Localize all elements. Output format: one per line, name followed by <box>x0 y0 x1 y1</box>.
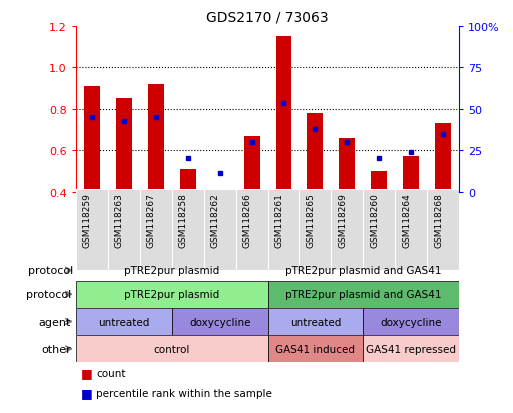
Text: control: control <box>153 344 190 354</box>
FancyBboxPatch shape <box>172 308 268 335</box>
Text: count: count <box>96 368 126 378</box>
Text: ■: ■ <box>81 366 93 380</box>
Text: GSM118262: GSM118262 <box>211 192 220 247</box>
Bar <box>340 138 356 192</box>
FancyBboxPatch shape <box>76 308 172 335</box>
Text: ■: ■ <box>81 386 93 399</box>
FancyBboxPatch shape <box>363 308 459 335</box>
Text: pTRE2pur plasmid and GAS41: pTRE2pur plasmid and GAS41 <box>285 290 442 299</box>
FancyBboxPatch shape <box>427 190 459 271</box>
Bar <box>435 124 451 192</box>
Text: protocol: protocol <box>28 266 73 275</box>
Text: GSM118265: GSM118265 <box>306 192 315 247</box>
Bar <box>180 169 195 192</box>
Text: GSM118269: GSM118269 <box>339 192 347 247</box>
Text: other: other <box>41 344 71 354</box>
FancyBboxPatch shape <box>172 190 204 271</box>
Bar <box>84 87 100 192</box>
FancyBboxPatch shape <box>108 190 140 271</box>
FancyBboxPatch shape <box>76 335 268 363</box>
FancyBboxPatch shape <box>268 281 459 308</box>
Text: GSM118258: GSM118258 <box>179 192 188 247</box>
FancyBboxPatch shape <box>395 190 427 271</box>
Text: GSM118261: GSM118261 <box>274 192 284 247</box>
Bar <box>212 190 228 192</box>
Text: pTRE2pur plasmid and GAS41: pTRE2pur plasmid and GAS41 <box>285 266 442 275</box>
FancyBboxPatch shape <box>331 190 363 271</box>
Text: GSM118260: GSM118260 <box>370 192 379 247</box>
FancyBboxPatch shape <box>76 190 108 271</box>
FancyBboxPatch shape <box>235 190 268 271</box>
Text: untreated: untreated <box>98 317 149 327</box>
FancyBboxPatch shape <box>268 335 363 363</box>
Bar <box>371 171 387 192</box>
FancyBboxPatch shape <box>300 190 331 271</box>
Bar <box>244 136 260 192</box>
Text: GSM118259: GSM118259 <box>83 192 92 247</box>
FancyBboxPatch shape <box>268 308 363 335</box>
Text: agent: agent <box>38 317 71 327</box>
FancyBboxPatch shape <box>363 190 395 271</box>
Text: protocol: protocol <box>26 290 71 299</box>
FancyBboxPatch shape <box>140 190 172 271</box>
FancyBboxPatch shape <box>363 335 459 363</box>
Text: GSM118264: GSM118264 <box>402 192 411 247</box>
Text: percentile rank within the sample: percentile rank within the sample <box>96 388 272 398</box>
Text: doxycycline: doxycycline <box>189 317 250 327</box>
Text: pTRE2pur plasmid: pTRE2pur plasmid <box>124 266 220 275</box>
FancyBboxPatch shape <box>204 190 235 271</box>
Bar <box>307 114 323 192</box>
FancyBboxPatch shape <box>76 281 268 308</box>
Text: untreated: untreated <box>290 317 341 327</box>
Text: pTRE2pur plasmid: pTRE2pur plasmid <box>124 290 220 299</box>
Text: GAS41 induced: GAS41 induced <box>275 344 356 354</box>
Text: GSM118267: GSM118267 <box>147 192 156 247</box>
Text: GAS41 repressed: GAS41 repressed <box>366 344 456 354</box>
Text: GSM118268: GSM118268 <box>434 192 443 247</box>
Text: doxycycline: doxycycline <box>381 317 442 327</box>
Text: GSM118266: GSM118266 <box>243 192 251 247</box>
Bar <box>148 85 164 192</box>
Bar <box>116 99 132 192</box>
Bar <box>403 157 419 192</box>
Bar <box>275 37 291 192</box>
Title: GDS2170 / 73063: GDS2170 / 73063 <box>206 10 329 24</box>
FancyBboxPatch shape <box>268 190 300 271</box>
Text: GSM118263: GSM118263 <box>115 192 124 247</box>
